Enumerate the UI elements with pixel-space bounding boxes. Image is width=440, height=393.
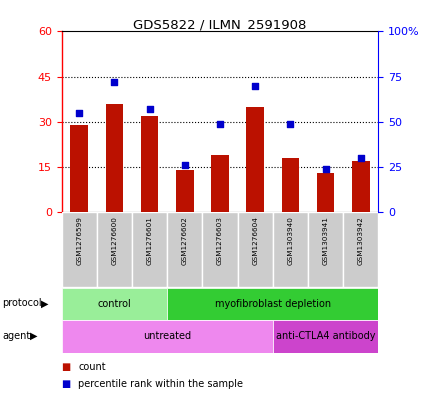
Text: GSM1303942: GSM1303942 bbox=[358, 216, 364, 265]
Text: ■: ■ bbox=[62, 362, 71, 373]
Bar bbox=[132, 212, 167, 287]
Text: GDS5822 / ILMN_2591908: GDS5822 / ILMN_2591908 bbox=[133, 18, 307, 31]
Text: untreated: untreated bbox=[143, 331, 191, 342]
Text: GSM1276603: GSM1276603 bbox=[217, 216, 223, 265]
Text: GSM1276604: GSM1276604 bbox=[252, 216, 258, 265]
Bar bbox=[273, 212, 308, 287]
Point bbox=[216, 121, 224, 127]
Bar bbox=[106, 104, 123, 212]
Text: GSM1276599: GSM1276599 bbox=[76, 216, 82, 265]
Bar bbox=[62, 288, 167, 320]
Text: percentile rank within the sample: percentile rank within the sample bbox=[78, 379, 243, 389]
Bar bbox=[202, 212, 238, 287]
Point bbox=[146, 106, 153, 112]
Text: ▶: ▶ bbox=[30, 331, 37, 341]
Text: GSM1276600: GSM1276600 bbox=[111, 216, 117, 265]
Point bbox=[111, 79, 118, 85]
Text: ▶: ▶ bbox=[40, 298, 48, 309]
Bar bbox=[167, 212, 202, 287]
Bar bbox=[97, 212, 132, 287]
Text: GSM1276601: GSM1276601 bbox=[147, 216, 153, 265]
Text: anti-CTLA4 antibody: anti-CTLA4 antibody bbox=[276, 331, 375, 342]
Bar bbox=[352, 161, 370, 212]
Text: GSM1303940: GSM1303940 bbox=[287, 216, 293, 265]
Point bbox=[252, 83, 259, 89]
Point bbox=[181, 162, 188, 168]
Bar bbox=[70, 125, 88, 212]
Text: GSM1276602: GSM1276602 bbox=[182, 216, 188, 265]
Point bbox=[357, 155, 364, 161]
Bar bbox=[211, 155, 229, 212]
Point bbox=[76, 110, 83, 116]
Bar bbox=[282, 158, 299, 212]
Bar bbox=[317, 173, 334, 212]
Text: count: count bbox=[78, 362, 106, 373]
Bar bbox=[238, 212, 273, 287]
Text: myofibroblast depletion: myofibroblast depletion bbox=[215, 299, 331, 309]
Bar bbox=[246, 107, 264, 212]
Text: control: control bbox=[98, 299, 131, 309]
Point bbox=[322, 166, 329, 172]
Bar bbox=[176, 170, 194, 212]
Text: ■: ■ bbox=[62, 379, 71, 389]
Bar bbox=[308, 212, 343, 287]
Bar bbox=[62, 320, 273, 353]
Point bbox=[287, 121, 294, 127]
Bar bbox=[343, 212, 378, 287]
Bar bbox=[167, 288, 378, 320]
Text: GSM1303941: GSM1303941 bbox=[323, 216, 329, 265]
Bar bbox=[62, 212, 97, 287]
Bar bbox=[141, 116, 158, 212]
Text: agent: agent bbox=[2, 331, 30, 341]
Bar bbox=[273, 320, 378, 353]
Text: protocol: protocol bbox=[2, 298, 42, 309]
